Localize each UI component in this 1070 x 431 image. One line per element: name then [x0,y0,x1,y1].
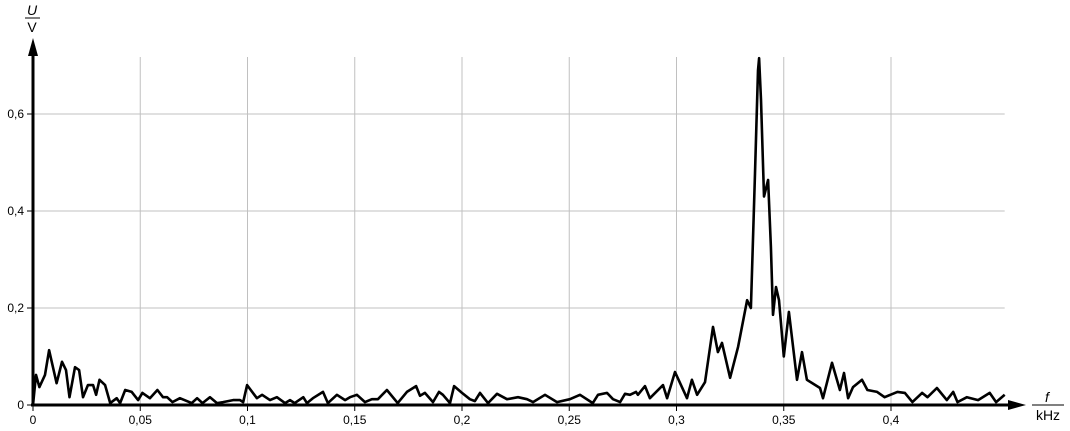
y-tick-label: 0 [17,398,24,412]
x-tick-label: 0 [30,413,37,427]
x-tick-label: 0,15 [343,413,367,427]
x-axis-symbol: f [1045,389,1051,405]
tick-labels: 0 0,05 0,1 0,15 0,2 0,25 0,3 0,35 0,4 0 0,2 0,4 0,6 [7,107,899,427]
y-axis-arrow-icon [28,38,38,56]
x-tick-label: 0,25 [558,413,582,427]
x-tick-label: 0,1 [239,413,256,427]
grid [27,57,1005,411]
y-axis-unit: V [27,19,37,35]
x-tick-label: 0,3 [668,413,685,427]
series-line [31,56,1006,406]
x-tick-label: 0,35 [772,413,796,427]
x-tick-label: 0,2 [454,413,471,427]
x-axis-unit: kHz [1036,407,1060,423]
y-axis-symbol: U [27,2,38,18]
x-tick-label: 0,4 [883,413,900,427]
x-axis-arrow-icon [1008,400,1026,410]
y-tick-label: 0,2 [7,301,24,315]
y-tick-label: 0,6 [7,107,24,121]
y-tick-label: 0,4 [7,204,24,218]
x-axis: f kHz [31,389,1064,423]
x-tick-label: 0,05 [129,413,153,427]
y-axis: U V [25,2,40,406]
